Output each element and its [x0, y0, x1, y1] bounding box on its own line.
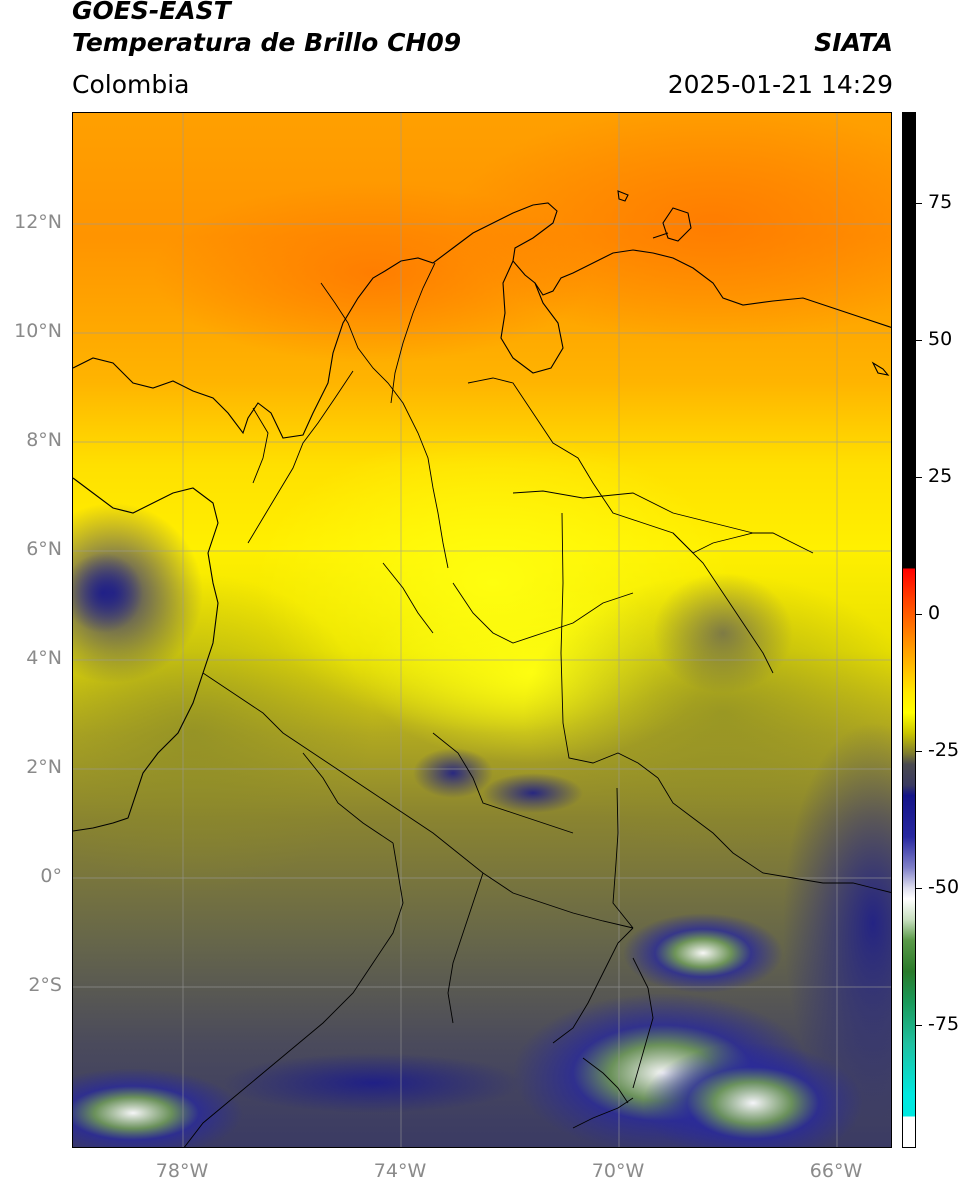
- colorbar-tick-label: 25: [928, 465, 953, 487]
- colorbar-tick-mark: [916, 1025, 922, 1026]
- lon-tick-label: 70°W: [591, 1160, 645, 1182]
- colorbar-tick-mark: [916, 751, 922, 752]
- colorbar: [902, 112, 916, 1148]
- timestamp-label: 2025-01-21 14:29: [667, 70, 893, 99]
- colorbar-tick-mark: [916, 888, 922, 889]
- region-label: Colombia: [72, 70, 190, 99]
- lon-tick-label: 78°W: [155, 1160, 209, 1182]
- colorbar-tick-label: -75: [928, 1013, 960, 1035]
- lon-tick-label: 74°W: [373, 1160, 427, 1182]
- colorbar-tick-mark: [916, 477, 922, 478]
- colorbar-tick-mark: [916, 203, 922, 204]
- lat-tick-label: 6°N: [26, 538, 62, 560]
- admin-borders: [183, 262, 891, 1147]
- colorbar-tick-mark: [916, 614, 922, 615]
- coastlines: [73, 190, 891, 832]
- title-satellite: GOES-EAST: [72, 0, 231, 25]
- lat-tick-label: 10°N: [14, 320, 62, 342]
- lat-tick-label: 12°N: [14, 211, 62, 233]
- lat-tick-label: 2°S: [28, 974, 62, 996]
- brightness-temperature-field: [73, 113, 891, 1147]
- colorbar-tick-label: -50: [928, 876, 960, 898]
- colorbar-tick-mark: [916, 340, 922, 341]
- satellite-map: [73, 113, 891, 1147]
- colorbar-tick-label: 0: [928, 602, 941, 624]
- lat-tick-label: 0°: [40, 865, 62, 887]
- lat-tick-label: 2°N: [26, 756, 62, 778]
- lat-tick-label: 4°N: [26, 647, 62, 669]
- colorbar-tick-label: -25: [928, 739, 960, 761]
- colorbar-tick-label: 75: [928, 191, 953, 213]
- map-panel: [72, 112, 892, 1148]
- colorbar-tick-label: 50: [928, 328, 953, 350]
- graticule: [73, 113, 891, 1147]
- title-product: Temperatura de Brillo CH09: [72, 28, 462, 57]
- lat-tick-label: 8°N: [26, 429, 62, 451]
- lon-tick-label: 66°W: [809, 1160, 863, 1182]
- organization-label: SIATA: [814, 28, 893, 57]
